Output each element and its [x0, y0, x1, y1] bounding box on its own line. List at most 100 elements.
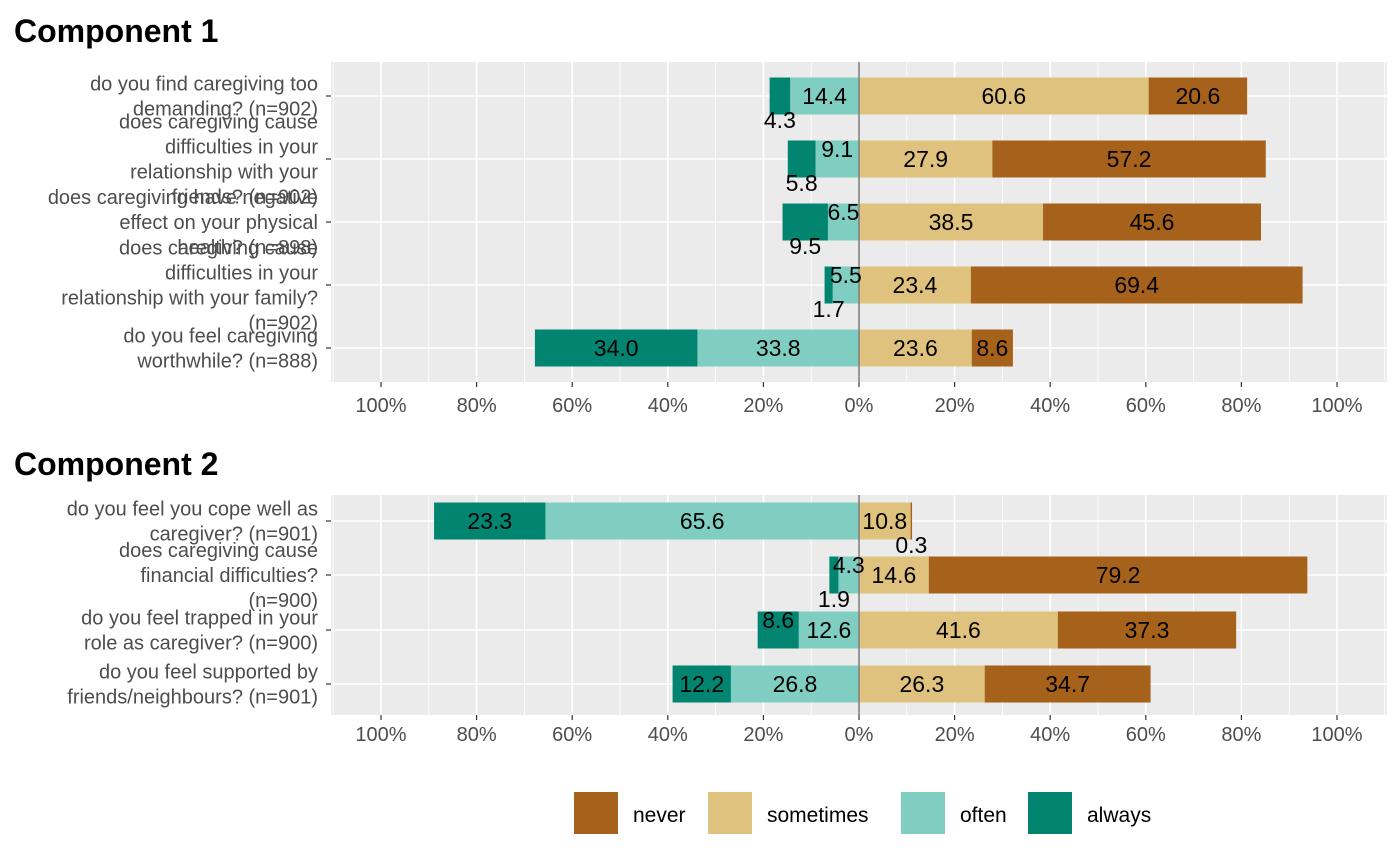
bar-never — [1148, 77, 1248, 115]
legend-label-sometimes: sometimes — [767, 804, 869, 827]
data-label: 34.0 — [594, 335, 639, 361]
bar-never — [984, 665, 1151, 703]
bar-sometimes — [859, 266, 971, 304]
category-label: does caregiving cause financial difficult… — [119, 540, 318, 612]
x-tick-label: 80% — [1221, 724, 1261, 746]
bar-sometimes — [859, 502, 911, 540]
category-label-line: worthwhile? (n=888) — [136, 351, 318, 373]
legend-swatch-never — [574, 792, 618, 834]
legend-label-often: often — [960, 804, 1007, 827]
bar-always — [824, 266, 833, 304]
data-label: 38.5 — [929, 209, 974, 235]
x-tick-label: 80% — [457, 724, 497, 746]
category-label-line: friends? (n=902) — [172, 187, 318, 209]
data-label: 27.9 — [903, 146, 948, 172]
x-tick-label: 20% — [743, 395, 783, 417]
category-label-line: does caregiving have negative — [48, 187, 318, 209]
category-label-line: does caregiving cause — [119, 112, 318, 134]
category-label-line: demanding? (n=902) — [133, 99, 318, 121]
bar-never — [992, 140, 1266, 178]
data-label: 12.6 — [807, 617, 852, 643]
category-label-line: health? (n=898) — [177, 237, 318, 259]
category-label-line: does caregiving cause — [119, 540, 318, 562]
x-tick-label: 60% — [1126, 724, 1166, 746]
x-tick-label: 40% — [648, 724, 688, 746]
data-label: 9.5 — [789, 233, 821, 259]
x-tick-label: 100% — [355, 724, 406, 746]
bar-often — [832, 266, 859, 304]
category-label-line: do you feel trapped in your — [81, 608, 318, 630]
category-label-line: friends/neighbours? (n=901) — [67, 687, 318, 709]
data-label: 20.6 — [1176, 83, 1221, 109]
legend-label-always: always — [1087, 804, 1151, 827]
data-label: 1.7 — [813, 296, 845, 322]
data-label: 60.6 — [981, 83, 1026, 109]
bar-sometimes — [859, 665, 985, 703]
bar-sometimes — [859, 203, 1044, 241]
bar-sometimes — [859, 329, 972, 367]
data-label: 69.4 — [1114, 272, 1159, 298]
category-label-line: difficulties in your — [165, 263, 318, 285]
bar-always — [769, 77, 791, 115]
bar-never — [1057, 611, 1237, 649]
x-tick-label: 100% — [1311, 395, 1362, 417]
x-tick-label: 80% — [1221, 395, 1261, 417]
category-label: does caregiving cause difficulties in you… — [119, 112, 318, 209]
data-label: 5.8 — [786, 170, 818, 196]
data-label: 34.7 — [1045, 671, 1090, 697]
bar-always — [829, 556, 839, 594]
bar-often — [790, 77, 859, 115]
data-label: 23.3 — [467, 508, 512, 534]
x-tick-label: 40% — [648, 395, 688, 417]
data-label: 65.6 — [680, 508, 725, 534]
category-label-line: caregiver? (n=901) — [150, 524, 318, 546]
category-label-line: (n=902) — [249, 313, 319, 335]
data-label: 4.3 — [764, 107, 796, 133]
data-label: 14.6 — [872, 562, 917, 588]
bar-often — [838, 556, 859, 594]
legend-swatch-often — [901, 792, 945, 834]
data-label: 26.3 — [899, 671, 944, 697]
x-tick-label: 0% — [845, 395, 874, 417]
category-label-line: effect on your physical — [119, 212, 318, 234]
bar-always — [434, 502, 546, 540]
bar-sometimes — [859, 611, 1058, 649]
x-tick-label: 40% — [1030, 724, 1070, 746]
bar-sometimes — [859, 140, 993, 178]
data-label: 23.6 — [893, 335, 938, 361]
bar-always — [534, 329, 698, 367]
data-label: 0.3 — [895, 532, 927, 558]
bar-always — [782, 203, 828, 241]
category-label: do you feel trapped in your role as careg… — [81, 608, 318, 655]
data-label: 26.8 — [773, 671, 818, 697]
category-label-line: role as caregiver? (n=900) — [84, 633, 318, 655]
legend-swatch-sometimes — [708, 792, 752, 834]
category-label: do you feel you cope well as caregiver? (… — [67, 499, 318, 546]
x-tick-label: 100% — [1311, 724, 1362, 746]
bar-never — [928, 556, 1308, 594]
bar-sometimes — [859, 77, 1149, 115]
bar-always — [672, 665, 731, 703]
bar-often — [697, 329, 859, 367]
bar-never — [910, 502, 913, 540]
data-label: 5.5 — [830, 262, 862, 288]
bar-never — [970, 266, 1303, 304]
data-label: 12.2 — [679, 671, 724, 697]
data-label: 6.5 — [827, 199, 859, 225]
category-label-line: (n=900) — [249, 590, 319, 612]
bar-sometimes — [859, 556, 929, 594]
category-label-line: do you feel supported by — [99, 662, 318, 684]
x-tick-label: 80% — [457, 395, 497, 417]
x-tick-label: 40% — [1030, 395, 1070, 417]
x-tick-label: 20% — [935, 395, 975, 417]
category-label-line: relationship with your — [130, 162, 318, 184]
x-tick-label: 0% — [845, 724, 874, 746]
data-label: 1.9 — [818, 586, 850, 612]
x-tick-label: 60% — [1126, 395, 1166, 417]
data-label: 41.6 — [936, 617, 981, 643]
bar-never — [1043, 203, 1261, 241]
category-label-line: relationship with your family? — [61, 288, 318, 310]
data-label: 9.1 — [821, 136, 853, 162]
bar-often — [730, 665, 859, 703]
